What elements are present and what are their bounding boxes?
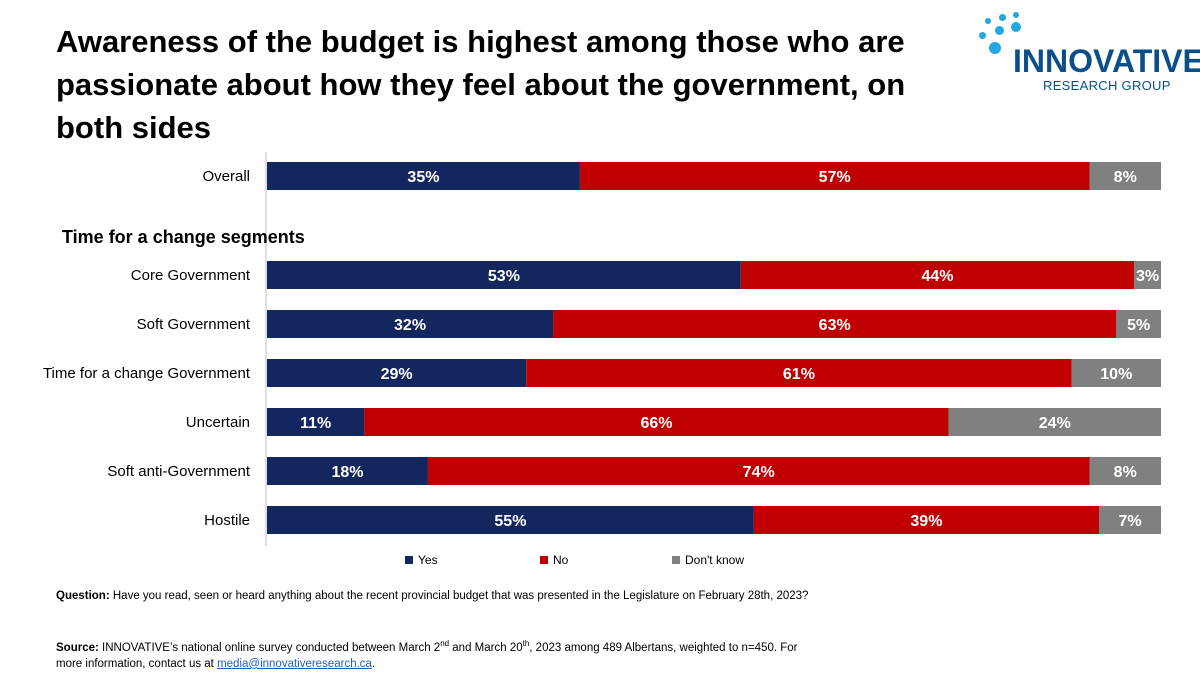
chart-title: Awareness of the budget is highest among…	[56, 24, 906, 145]
logo-dot-icon	[989, 42, 1001, 54]
source-label: Source:	[56, 641, 99, 654]
legend-swatch-dont-know	[672, 556, 680, 564]
bar-segment-dont-know	[1089, 457, 1161, 485]
data-label-yes: 29%	[381, 366, 413, 383]
category-label: Hostile	[204, 512, 250, 529]
logo-dot-icon	[985, 18, 991, 24]
logo-wordmark: INNOVATIVE	[1013, 43, 1200, 79]
data-label-yes: 35%	[407, 169, 439, 186]
bar-segment-no	[553, 310, 1117, 338]
source-text-2: and March 20	[449, 641, 523, 654]
category-label: Time for a change Government	[43, 365, 251, 382]
bar-segment-dont-know	[1134, 261, 1161, 289]
question-note: Question: Have you read, seen or heard a…	[56, 588, 816, 604]
legend-item-no: No	[540, 553, 568, 567]
bar-segment-dont-know	[1116, 310, 1161, 338]
source-sup-1: nd	[440, 639, 450, 648]
data-label-dont-know: 8%	[1114, 169, 1137, 186]
data-label-no: 44%	[921, 268, 953, 285]
legend-label-dont-know: Don't know	[685, 553, 744, 567]
section-label: Time for a change segments	[62, 227, 305, 247]
legend-swatch-no	[540, 556, 548, 564]
data-label-no: 39%	[910, 513, 942, 530]
question-label: Question:	[56, 590, 110, 602]
question-text: Have you read, seen or heard anything ab…	[112, 590, 809, 602]
bar-segment-no	[579, 162, 1090, 190]
data-label-no: 57%	[819, 169, 851, 186]
bar-segment-no	[427, 457, 1090, 485]
bar-segment-dont-know	[1099, 506, 1161, 534]
data-label-no: 66%	[640, 415, 672, 432]
data-label-no: 61%	[783, 366, 815, 383]
bar-segment-dont-know	[1089, 162, 1161, 190]
legend-item-yes: Yes	[405, 553, 438, 567]
source-sup-2: th	[522, 639, 530, 648]
data-label-dont-know: 7%	[1118, 513, 1141, 530]
data-label-yes: 18%	[331, 464, 363, 481]
data-label-dont-know: 5%	[1127, 317, 1150, 334]
bar-segment-no	[364, 408, 949, 436]
legend-label-no: No	[553, 553, 569, 567]
bar-segment-no	[526, 359, 1072, 387]
logo-subtitle: RESEARCH GROUP	[1043, 78, 1171, 93]
stacked-bar-chart: Time for a change segments Overall 35% 57% 8…	[43, 152, 1161, 546]
data-label-dont-know: 3%	[1136, 268, 1159, 285]
source-end: .	[371, 657, 376, 670]
legend-item-dont-know: Don't know	[672, 553, 744, 567]
innovative-logo: INNOVATIVE RESEARCH GROUP	[975, 10, 1200, 100]
data-label-dont-know: 10%	[1100, 366, 1132, 383]
data-label-yes: 11%	[300, 415, 331, 432]
category-label: Core Government	[131, 267, 251, 284]
category-label: Uncertain	[186, 414, 250, 431]
logo-dot-icon	[995, 26, 1004, 35]
logo-dot-icon	[1013, 12, 1019, 18]
contact-email-link[interactable]: media@innovativeresearch.ca	[217, 657, 372, 670]
data-label-no: 74%	[743, 464, 775, 481]
logo-dot-icon	[979, 32, 986, 39]
data-label-yes: 53%	[488, 268, 520, 285]
data-label-dont-know: 8%	[1114, 464, 1137, 481]
source-text-3: , 2023 among 489 Albertans, weighted to …	[56, 641, 798, 670]
data-label-yes: 32%	[394, 317, 426, 334]
legend-swatch-yes	[405, 556, 413, 564]
bar-segment-no	[740, 261, 1135, 289]
bar-segment-yes	[267, 457, 428, 485]
bar-segment-yes	[267, 162, 580, 190]
data-label-no: 63%	[819, 317, 851, 334]
bar-segment-no	[753, 506, 1100, 534]
legend-label-yes: Yes	[418, 553, 438, 567]
data-label-yes: 55%	[494, 513, 526, 530]
bar-segment-dont-know	[1071, 359, 1161, 387]
category-label: Soft Government	[137, 316, 251, 333]
category-label: Overall	[202, 168, 250, 185]
logo-dot-icon	[999, 14, 1006, 21]
logo-dot-icon	[1011, 22, 1021, 32]
bar-segment-yes	[267, 408, 365, 436]
bar-segment-yes	[267, 359, 527, 387]
category-label: Soft anti-Government	[107, 463, 250, 480]
bar-segment-yes	[267, 261, 741, 289]
source-note: Source: INNOVATIVE’s national online sur…	[56, 636, 816, 672]
source-text-1: INNOVATIVE’s national online survey cond…	[102, 641, 441, 654]
bar-segment-yes	[267, 506, 754, 534]
bar-segment-yes	[267, 310, 554, 338]
bar-segment-dont-know	[948, 408, 1161, 436]
data-label-dont-know: 24%	[1039, 415, 1071, 432]
